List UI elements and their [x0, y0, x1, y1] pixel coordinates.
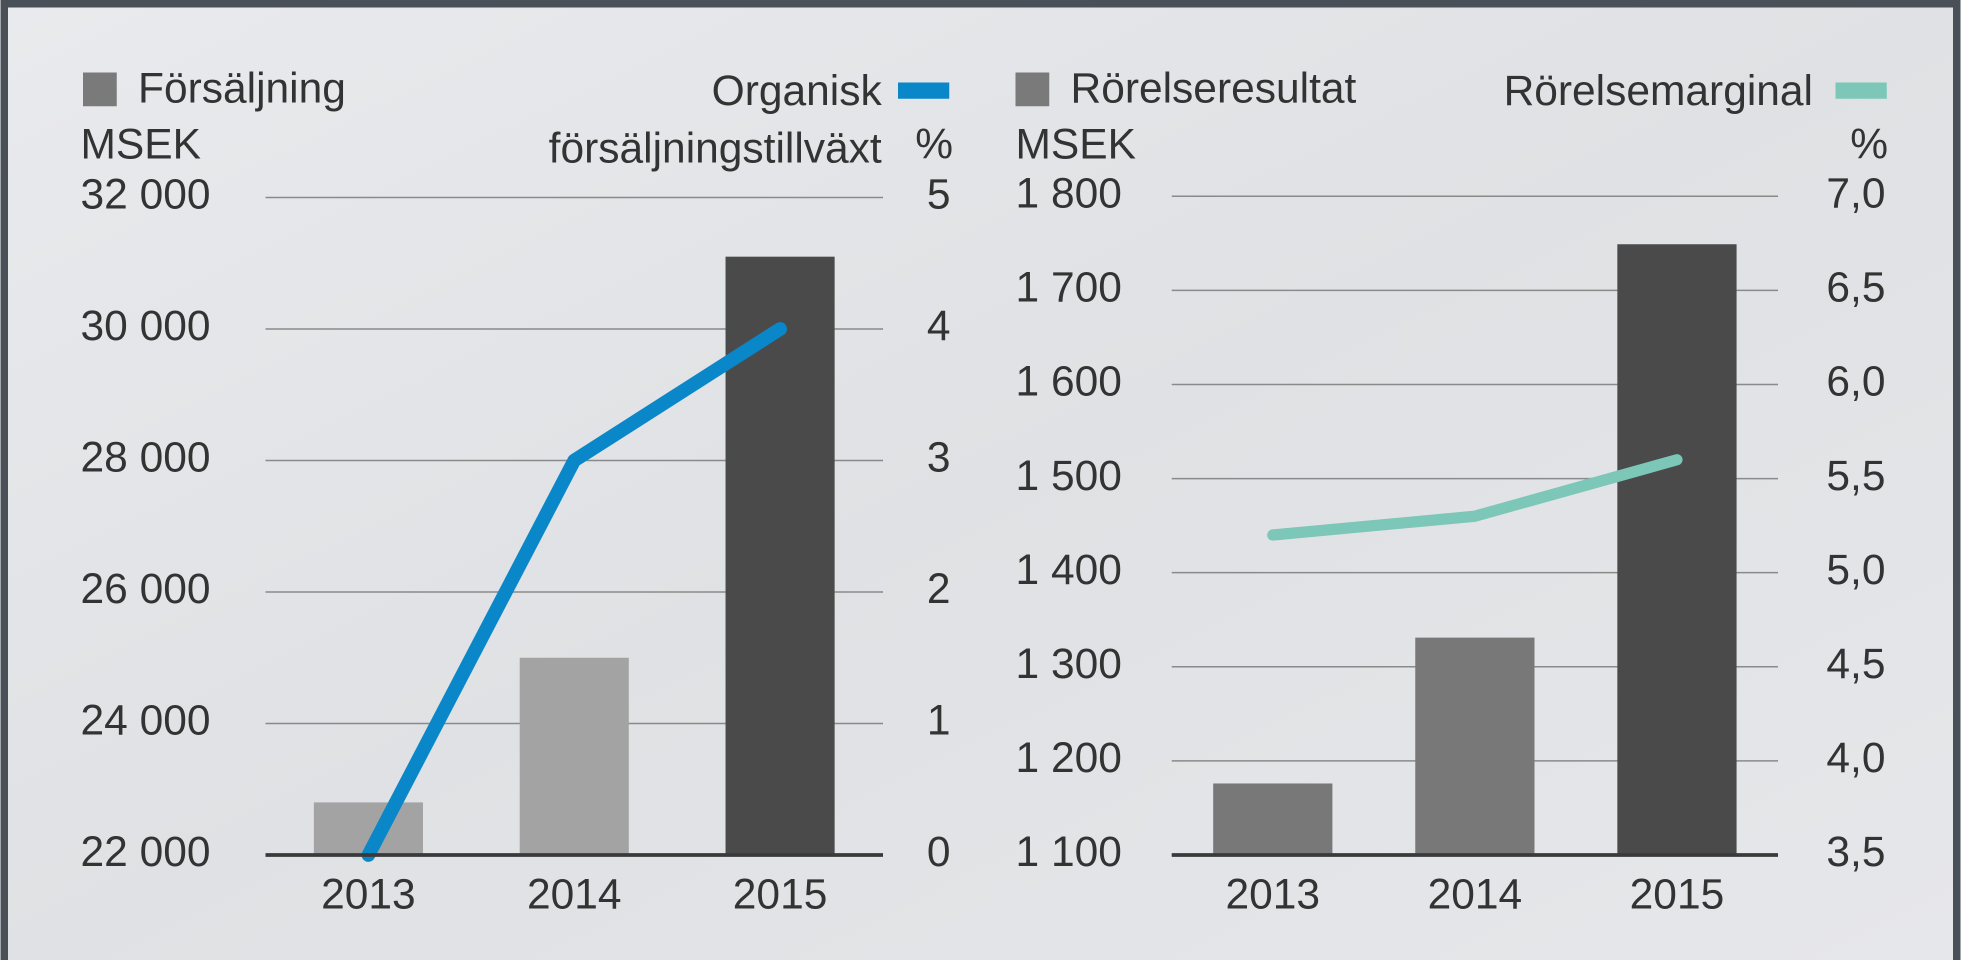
y-tick-label: 1 300 [1016, 641, 1122, 688]
y-tick-label: 1 800 [1016, 170, 1122, 217]
bar [519, 657, 629, 855]
bar [1617, 244, 1737, 856]
y2-tick-label: 6,0 [1826, 359, 1885, 406]
x-tick-label: 2013 [1226, 872, 1321, 919]
y2-tick-label: 6,5 [1826, 265, 1885, 312]
legend-swatch [1015, 72, 1050, 107]
y-tick-label: 1 100 [1016, 829, 1122, 876]
y-tick-label: 32 000 [81, 172, 211, 219]
y-tick-label: 1 700 [1016, 265, 1122, 312]
y-tick-label: 26 000 [81, 566, 211, 613]
legend-swatch [83, 72, 117, 107]
y2-tick-label: 2 [927, 566, 951, 613]
y2-tick-label: 5,0 [1826, 547, 1885, 594]
y-tick-label: 1 600 [1016, 359, 1122, 406]
x-tick-label: 2013 [321, 872, 416, 919]
x-tick-label: 2015 [1630, 872, 1725, 919]
x-tick-label: 2014 [527, 872, 622, 919]
y2-tick-label: 4,0 [1826, 735, 1885, 782]
legend-swatch [1835, 82, 1887, 99]
legend-swatch [898, 82, 950, 99]
legend-label: Rörelsemarginal [1503, 67, 1813, 116]
y2-tick-label: 1 [927, 698, 951, 745]
y-tick-label: 24 000 [81, 698, 211, 745]
bar [1213, 783, 1333, 855]
line [361, 322, 787, 862]
y-tick-label: 1 500 [1016, 453, 1122, 500]
y2-axis-label: % [1850, 122, 1888, 169]
y2-tick-label: 7,0 [1826, 170, 1885, 217]
y2-axis-label: % [915, 122, 953, 169]
y-tick-label: 1 400 [1016, 547, 1122, 594]
y-axis-label: MSEK [81, 122, 201, 169]
x-tick-label: 2015 [733, 872, 828, 919]
y2-tick-label: 3,5 [1826, 829, 1885, 876]
legend-label: Organisk försäljningstillväxt [548, 67, 882, 173]
x-tick-label: 2014 [1428, 872, 1523, 919]
bar [1415, 637, 1535, 855]
y-tick-label: 22 000 [81, 829, 211, 876]
y-tick-label: 28 000 [81, 435, 211, 482]
y2-tick-label: 4,5 [1826, 641, 1885, 688]
y-tick-label: 30 000 [81, 303, 211, 350]
legend-box: Rörelsemarginal [1503, 67, 1813, 116]
legend-label: Rörelseresultat [1071, 65, 1357, 112]
legend-label: Försäljning [138, 65, 346, 112]
line [1267, 454, 1683, 541]
y-tick-label: 1 200 [1016, 735, 1122, 782]
y2-tick-label: 5 [927, 172, 951, 219]
y-axis-label: MSEK [1016, 122, 1136, 169]
y2-tick-label: 5,5 [1826, 453, 1885, 500]
y2-tick-label: 0 [927, 829, 951, 876]
y2-tick-label: 3 [927, 435, 951, 482]
y2-tick-label: 4 [927, 303, 951, 350]
legend-box: Organisk försäljningstillväxt [548, 67, 882, 173]
